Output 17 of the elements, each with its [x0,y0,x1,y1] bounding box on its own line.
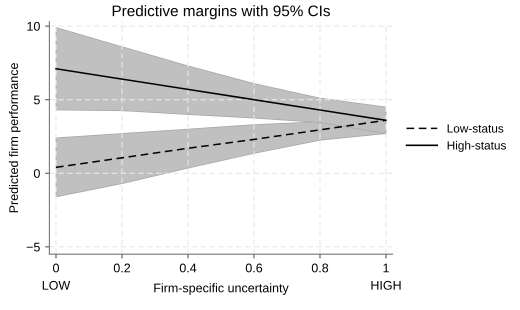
x-axis-title: Firm-specific uncertainty [154,283,289,295]
y-tick-label: 5 [34,96,40,104]
x-tick-label: 0 [53,264,59,272]
x-tick-label: 0.6 [246,264,262,272]
x-tick-label: 1 [383,264,389,272]
x-tick-label: 0.8 [312,264,328,272]
legend-label: Low-status [448,124,504,133]
legend-label: High-status [448,140,506,152]
y-tick-label: 10 [27,22,40,31]
chart-title: Predictive margins with 95% CIs [112,5,330,20]
text: HIGH [371,280,401,290]
y-tick-label: 0 [34,169,40,178]
text: LOW [42,280,70,290]
y-axis-title: Predicted firm performance [8,63,21,212]
x-tick-label: 0.4 [180,264,196,272]
x-tick-label: 0.2 [114,264,130,272]
y-tick-label: −5 [26,242,40,252]
